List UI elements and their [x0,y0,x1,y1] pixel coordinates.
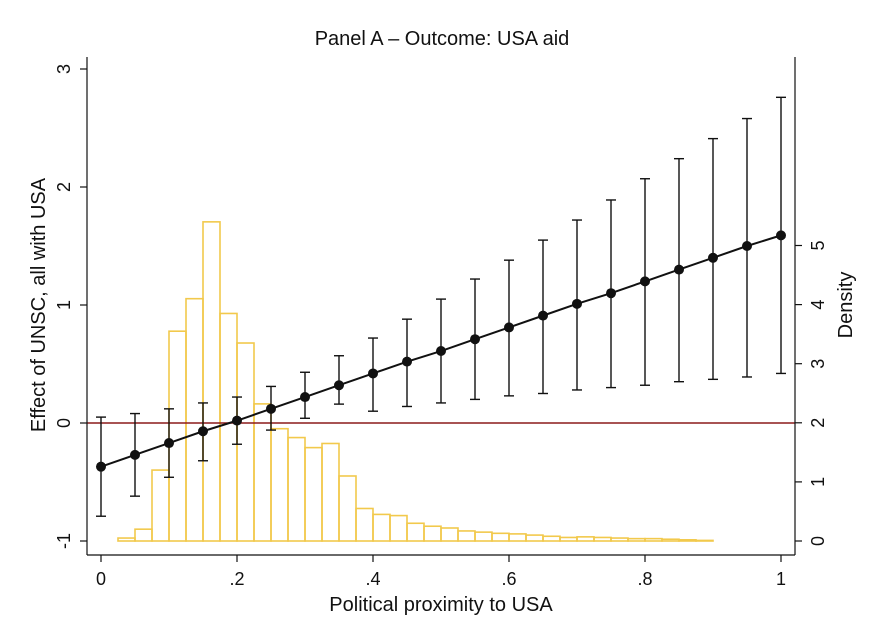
y2-tick-label: 3 [808,359,828,369]
histogram-bar [474,531,493,542]
confidence-intervals [96,96,786,517]
histogram-bar [576,536,595,542]
histogram-bar [559,536,578,542]
x-tick-label: 0 [96,569,106,589]
x-tick-label: .8 [637,569,652,589]
effect-point [96,461,106,472]
histogram-bar [304,446,323,542]
effect-point [640,276,650,287]
y2-tick-label: 2 [808,418,828,428]
effect-point [368,368,378,379]
histogram-bar [491,532,510,542]
x-tick-label: .2 [229,569,244,589]
y-axis-title: Effect of UNSC, all with USA [28,177,50,432]
y2-tick-label: 4 [808,300,828,310]
effect-point [742,241,752,251]
histogram-bar [168,330,187,542]
histogram-bar [253,403,272,542]
histogram-bar [151,469,170,542]
y2-axis-title: Density [835,272,857,339]
histogram-bar [389,514,408,542]
effect-point [198,426,208,437]
histogram-bar [372,513,391,542]
x-tick-label: .6 [501,569,516,589]
effect-point [674,264,684,275]
histogram-bar [321,442,340,542]
histogram-bar [406,522,425,542]
histogram-bar [185,297,204,542]
histogram-bar [525,534,544,542]
axes [86,57,796,556]
y-tick-label: -1 [54,533,74,549]
effect-point [504,322,514,333]
effect-point [470,334,480,345]
histogram-bar [695,539,714,542]
histogram-bar [661,538,680,542]
histogram-bar [338,475,357,542]
histogram-bar [117,537,136,542]
histogram-bar [542,535,561,542]
effect-point [164,438,174,449]
histogram-bar [287,436,306,542]
effect-point [334,380,344,391]
histogram-bar [440,527,459,542]
y-tick-label: 2 [54,182,74,192]
effect-point [300,392,310,403]
histogram-bar [627,537,646,542]
effect-point [266,403,276,414]
y-tick-label: 3 [54,64,74,74]
density-histogram [117,221,714,542]
y-tick-label: 1 [54,300,74,310]
y-tick-label: 0 [54,418,74,428]
histogram-bar [610,537,629,542]
histogram-bar [219,312,238,542]
histogram-bar [678,539,697,542]
x-tick-label: 1 [776,569,786,589]
histogram-bar [355,507,374,542]
effect-point [776,230,786,241]
histogram-bar [236,342,255,542]
histogram-bar [593,536,612,542]
effect-point [232,415,242,426]
y2-tick-label: 0 [808,536,828,546]
effect-point [606,288,616,299]
effect-point [708,252,718,263]
chart-title: Panel A – Outcome: USA aid [315,28,570,50]
histogram-bar [644,537,663,542]
effect-point [538,310,548,321]
y2-tick-label: 1 [808,477,828,487]
x-axis-title: Political proximity to USA [329,594,553,616]
effect-point [572,298,582,309]
histogram-bar [423,525,442,542]
tick-marks: 0 .2 .4 .6 .8 1 -1 0 1 2 3 0 1 2 3 4 5 [54,64,828,589]
y2-tick-label: 5 [808,240,828,250]
effect-points [96,230,786,472]
histogram-bar [508,533,527,542]
x-tick-label: .4 [365,569,380,589]
histogram-bar [202,221,221,542]
effect-point [402,356,412,367]
effect-point [130,449,140,460]
effect-point [436,346,446,357]
histogram-bar [270,427,289,542]
histogram-bar [457,530,476,542]
histogram-bar [134,528,153,542]
